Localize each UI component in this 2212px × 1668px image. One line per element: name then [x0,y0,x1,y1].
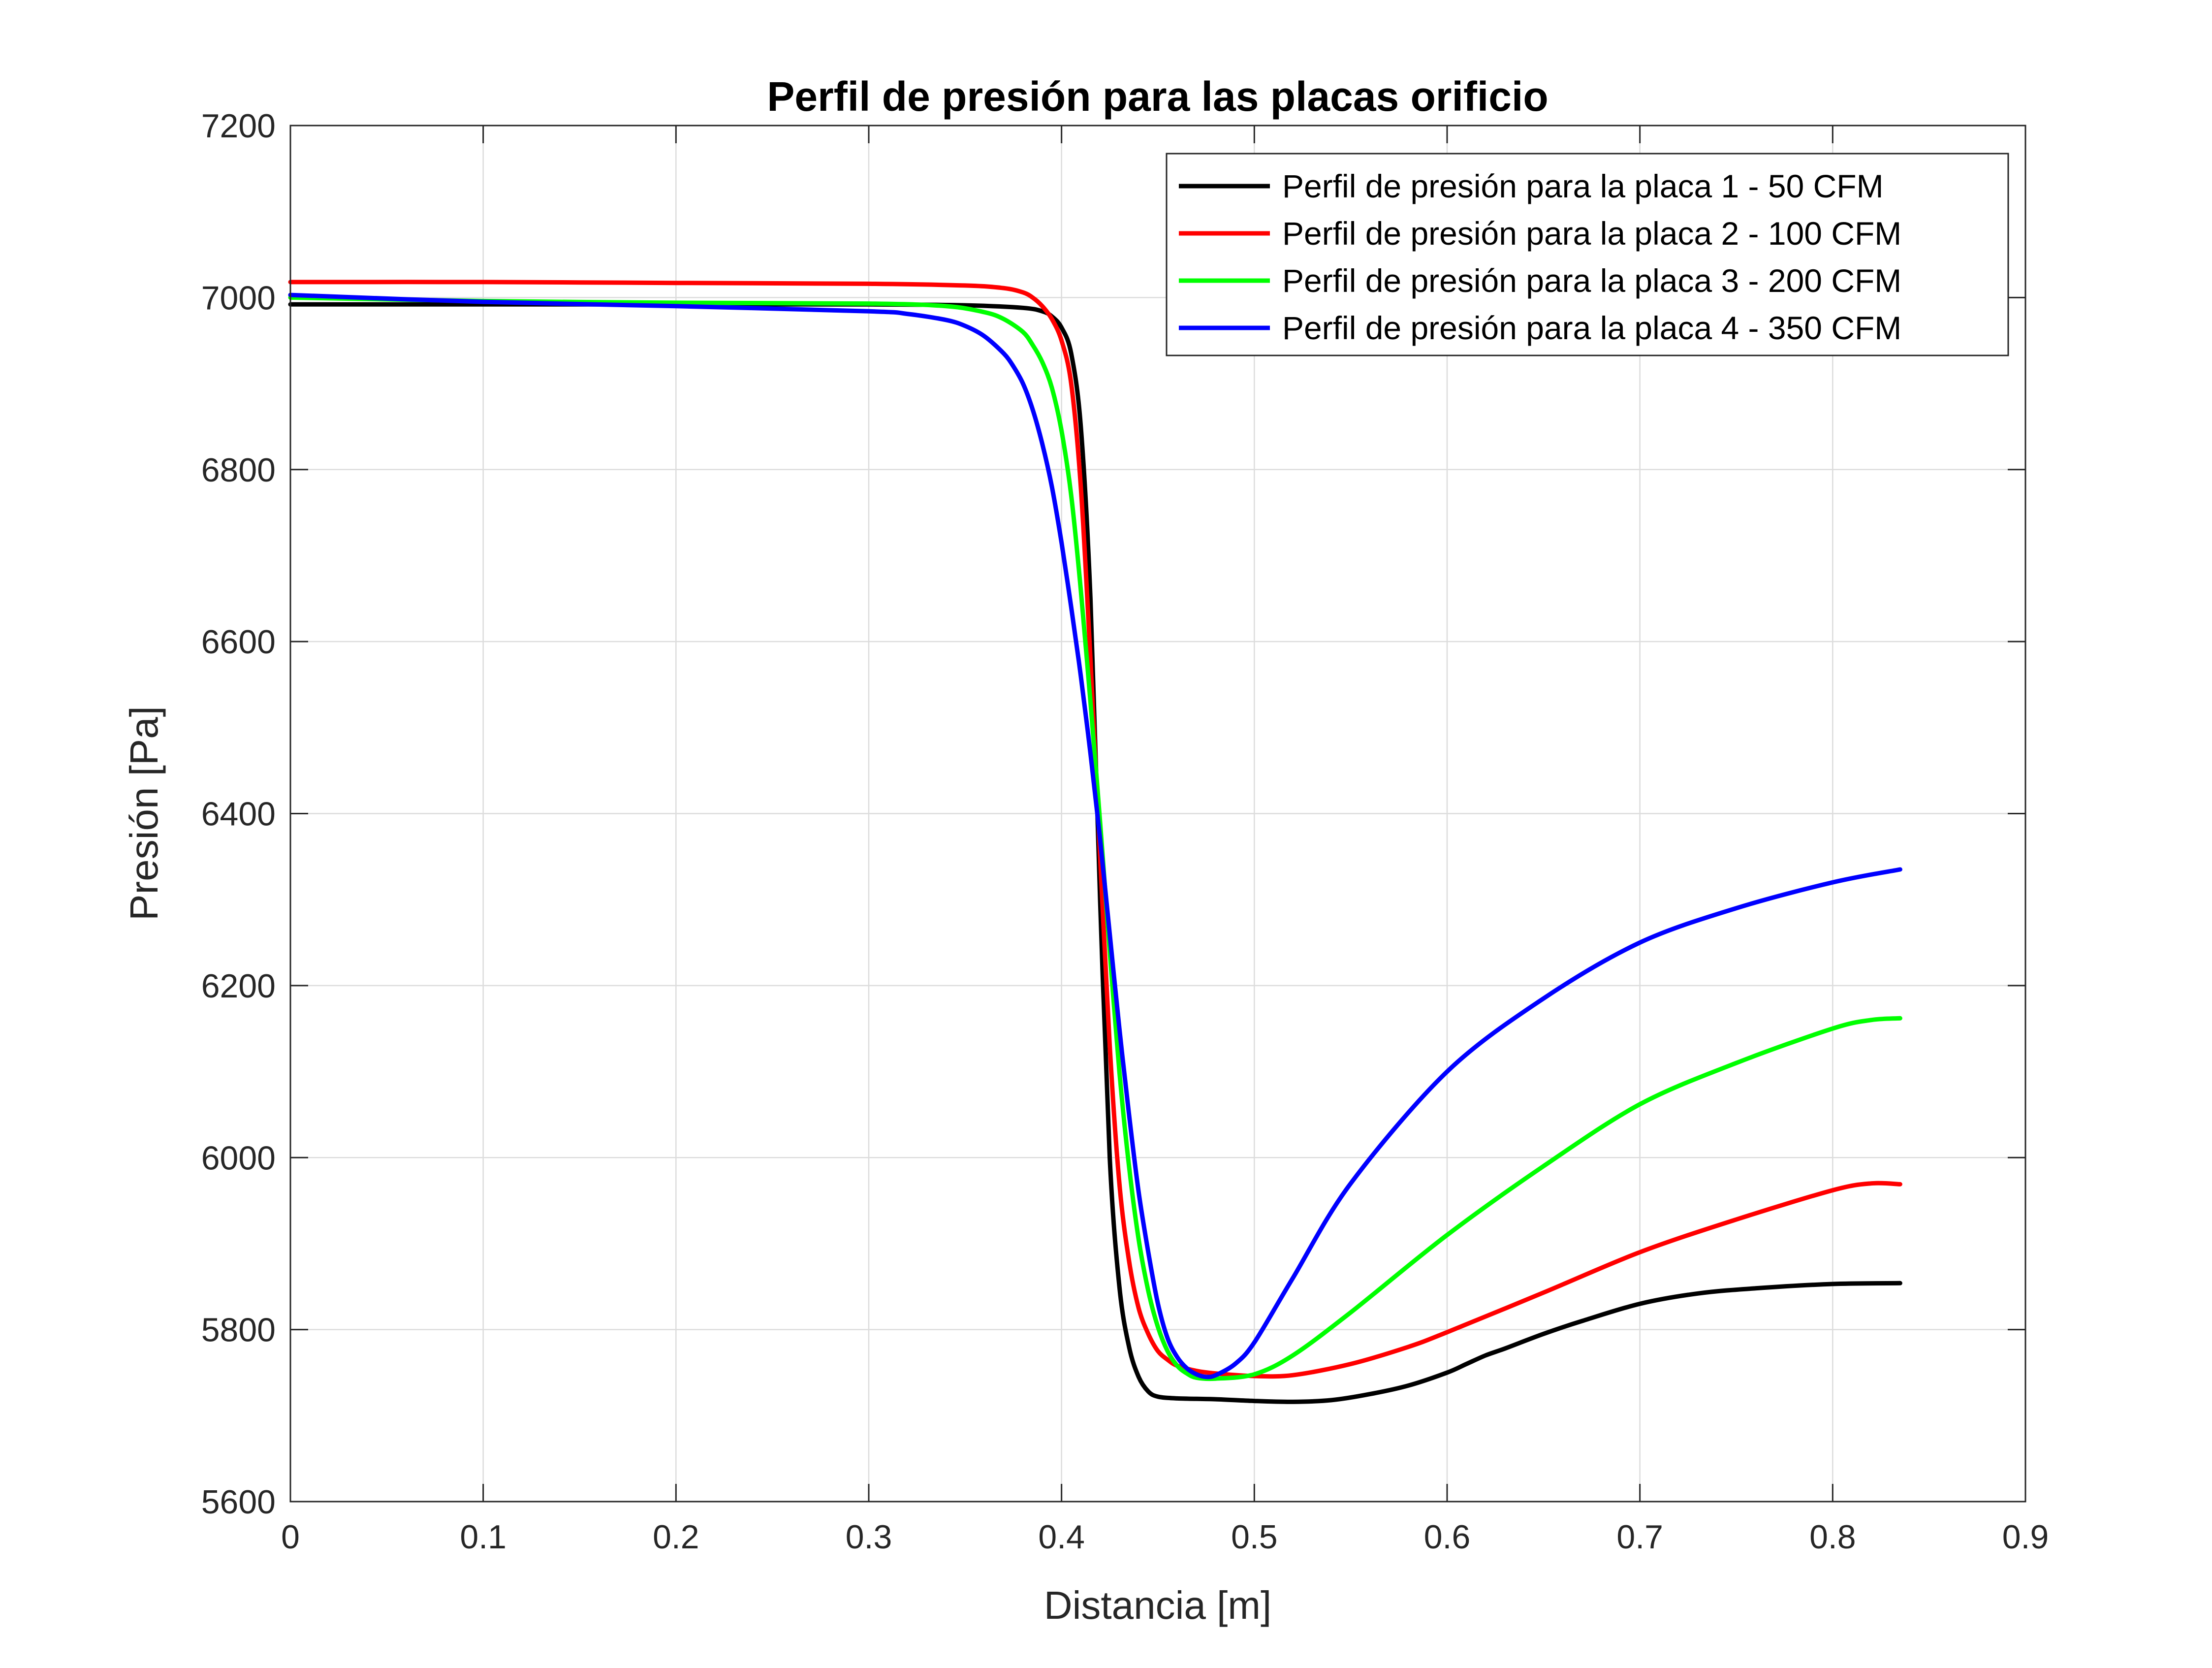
x-tick-label: 0.6 [1424,1518,1471,1556]
series-line-placa-4 [288,292,1902,1379]
legend-label-placa-2: Perfil de presión para la placa 2 - 100 … [1282,215,1901,252]
legend: Perfil de presión para la placa 1 - 50 C… [1166,153,2009,356]
y-axis-label: Presión [Pa] [122,706,166,921]
y-tick-label: 6400 [201,796,276,833]
x-axis-label: Distancia [m] [1044,1583,1271,1627]
y-tick-label: 7000 [201,279,276,317]
x-tick-label: 0.8 [1809,1518,1856,1556]
tick-labels: 0 0.1 0.2 0.3 0.4 0.5 0.6 0.7 0.8 0.9 5600 5800 6000… [201,107,2049,1556]
y-tick-label: 5600 [201,1483,276,1521]
legend-items: Perfil de presión para la placa 1 - 50 C… [1179,168,1901,346]
x-tick-label: 0.5 [1231,1518,1278,1556]
series-line-placa-3 [288,295,1902,1381]
series-lines [288,280,1902,1404]
y-tick-label: 6600 [201,623,276,661]
x-tick-label: 0.3 [846,1518,892,1556]
legend-label-placa-1: Perfil de presión para la placa 1 - 50 C… [1282,168,1884,204]
x-tick-label: 0.1 [460,1518,506,1556]
x-tick-label: 0 [281,1518,300,1556]
chart-title: Perfil de presión para las placas orific… [767,73,1548,120]
plot-border [289,125,2026,1503]
legend-box [1166,153,2009,356]
x-tick-label: 0.7 [1616,1518,1663,1556]
x-tick-label: 0.4 [1038,1518,1085,1556]
y-tick-label: 7200 [201,107,276,145]
series-line-placa-1 [288,302,1902,1404]
x-tick-label: 0.9 [2002,1518,2049,1556]
legend-label-placa-3: Perfil de presión para la placa 3 - 200 … [1282,262,1901,299]
legend-label-placa-4: Perfil de presión para la placa 4 - 350 … [1282,310,1901,346]
y-tick-label: 6200 [201,967,276,1005]
y-tick-label: 6000 [201,1139,276,1177]
y-tick-label: 6800 [201,451,276,489]
x-tick-label: 0.2 [653,1518,699,1556]
series-line-placa-2 [288,280,1902,1379]
y-tick-label: 5800 [201,1312,276,1349]
